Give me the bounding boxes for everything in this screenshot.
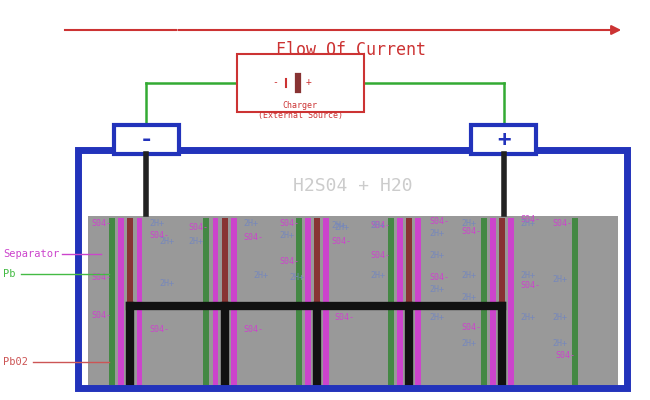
Bar bbox=[78, 150, 627, 388]
Text: S04-: S04- bbox=[370, 252, 391, 260]
Text: S04-: S04- bbox=[91, 274, 111, 282]
Text: 2H+: 2H+ bbox=[552, 340, 567, 348]
Bar bbox=[490, 218, 496, 385]
Text: 2H+: 2H+ bbox=[429, 230, 444, 238]
Text: S04-: S04- bbox=[280, 220, 300, 228]
Text: S04-: S04- bbox=[462, 228, 482, 236]
Text: S04-: S04- bbox=[244, 234, 264, 242]
Bar bbox=[222, 218, 227, 385]
Text: S04-: S04- bbox=[335, 314, 355, 322]
Text: S04-: S04- bbox=[552, 220, 573, 228]
Text: 2H+: 2H+ bbox=[462, 340, 476, 348]
Text: H2S04 + H20: H2S04 + H20 bbox=[293, 177, 413, 195]
Text: 2H+: 2H+ bbox=[332, 222, 346, 230]
Bar bbox=[323, 218, 329, 385]
Bar bbox=[237, 54, 364, 112]
Text: 2H+: 2H+ bbox=[462, 294, 476, 302]
Text: S04-: S04- bbox=[429, 218, 449, 226]
Text: S04-: S04- bbox=[462, 324, 482, 332]
Text: S04-: S04- bbox=[150, 232, 170, 240]
Bar bbox=[415, 218, 421, 385]
Text: -: - bbox=[140, 130, 153, 150]
Bar bbox=[397, 218, 403, 385]
Text: Pb02: Pb02 bbox=[3, 357, 28, 367]
Bar bbox=[508, 218, 514, 385]
Text: 2H+: 2H+ bbox=[429, 286, 444, 294]
Bar bbox=[481, 218, 487, 385]
Text: S04-: S04- bbox=[556, 352, 576, 360]
Text: Charger
(External Source): Charger (External Source) bbox=[258, 101, 343, 120]
Bar bbox=[88, 154, 618, 216]
Text: 2H+: 2H+ bbox=[188, 238, 203, 246]
Text: 2H+: 2H+ bbox=[280, 232, 294, 240]
Text: S04-: S04- bbox=[150, 326, 170, 334]
Text: S04-: S04- bbox=[188, 224, 209, 232]
Bar bbox=[305, 218, 311, 385]
Text: Pb: Pb bbox=[3, 269, 16, 279]
Text: 2H+: 2H+ bbox=[159, 238, 174, 246]
Bar bbox=[499, 218, 505, 385]
Bar bbox=[127, 218, 133, 385]
Bar bbox=[88, 214, 618, 388]
Text: 2H+: 2H+ bbox=[462, 220, 476, 228]
Text: S04-: S04- bbox=[91, 312, 111, 320]
Bar bbox=[296, 218, 302, 385]
Text: S04-: S04- bbox=[280, 258, 300, 266]
Text: 2H+: 2H+ bbox=[150, 220, 164, 228]
Text: S04-: S04- bbox=[91, 220, 111, 228]
Bar bbox=[388, 218, 394, 385]
Bar bbox=[203, 218, 209, 385]
Text: S04-: S04- bbox=[520, 282, 540, 290]
Text: 2H+: 2H+ bbox=[462, 272, 476, 280]
Bar bbox=[572, 218, 578, 385]
Text: 2H+: 2H+ bbox=[552, 276, 567, 284]
Bar bbox=[213, 218, 218, 385]
Text: 2H+: 2H+ bbox=[335, 224, 350, 232]
Text: Separator: Separator bbox=[3, 249, 60, 259]
Text: 2H+: 2H+ bbox=[370, 272, 385, 280]
Text: 2H+: 2H+ bbox=[289, 274, 304, 282]
Text: S04-: S04- bbox=[429, 274, 449, 282]
Bar bbox=[406, 218, 412, 385]
Bar bbox=[471, 125, 536, 154]
Text: 2H+: 2H+ bbox=[254, 272, 268, 280]
Text: 2H+: 2H+ bbox=[520, 314, 535, 322]
Text: 2H+: 2H+ bbox=[370, 222, 385, 230]
Text: -: - bbox=[272, 77, 279, 87]
Text: S04-: S04- bbox=[370, 222, 391, 230]
Text: 2H+: 2H+ bbox=[520, 272, 535, 280]
Text: S04-: S04- bbox=[332, 238, 352, 246]
Text: 2H+: 2H+ bbox=[159, 280, 174, 288]
Text: Flow Of Current: Flow Of Current bbox=[276, 41, 426, 59]
Text: 2H+: 2H+ bbox=[429, 252, 444, 260]
Text: 2H+: 2H+ bbox=[429, 314, 444, 322]
Bar bbox=[118, 218, 124, 385]
Bar bbox=[109, 218, 115, 385]
Bar bbox=[136, 218, 142, 385]
Bar bbox=[231, 218, 237, 385]
Text: S04-: S04- bbox=[520, 216, 540, 224]
Bar bbox=[114, 125, 179, 154]
Bar bbox=[314, 218, 320, 385]
Text: 2H+: 2H+ bbox=[552, 314, 567, 322]
Text: S04-: S04- bbox=[244, 326, 264, 334]
Text: +: + bbox=[497, 130, 510, 150]
Text: +: + bbox=[305, 77, 311, 87]
Text: 2H+: 2H+ bbox=[520, 220, 535, 228]
Text: 2H+: 2H+ bbox=[244, 220, 259, 228]
